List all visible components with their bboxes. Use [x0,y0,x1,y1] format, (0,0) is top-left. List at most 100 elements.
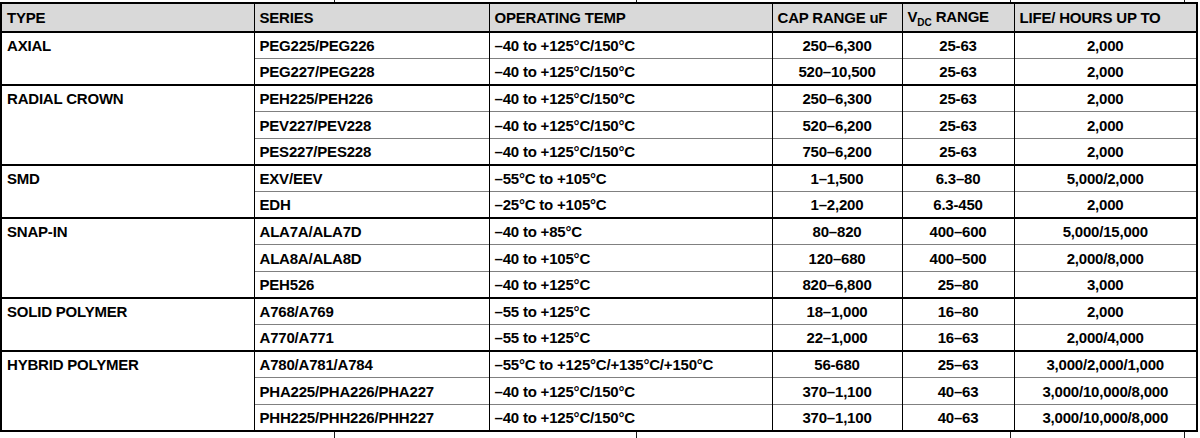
cell-life: 2,000 [1014,138,1197,165]
table-row: SNAP-IN ALA7A/ALA7D –40 to +85°C 80–820 … [1,218,1197,245]
cell-life: 3,000/2,000/1,000 [1014,351,1197,378]
capacitor-series-table: TYPE SERIES OPERATING TEMP CAP RANGE uF … [0,2,1198,432]
cell-vdc-range: 40–63 [902,404,1014,431]
cell-life: 2,000/8,000 [1014,245,1197,272]
cell-vdc-range: 25-63 [902,85,1014,112]
cell-operating-temp: –55°C to +105°C [489,165,772,192]
cell-vdc-range: 6.3–80 [902,165,1014,192]
table-row: SMD EXV/EEV –55°C to +105°C 1–1,500 6.3–… [1,165,1197,192]
cell-cap-range: 370–1,100 [772,378,902,405]
cell-life: 2,000 [1014,59,1197,86]
cell-series: PHA225/PHA226/PHA227 [254,378,489,405]
column-header-series: SERIES [254,3,489,32]
cell-vdc-range: 25-63 [902,112,1014,139]
cell-series: PEH526 [254,271,489,298]
cell-series: EDH [254,192,489,219]
cell-operating-temp: –40 to +125°C/150°C [489,32,772,59]
cell-series: PEG225/PEG226 [254,32,489,59]
cell-cap-range: 22–1,000 [772,325,902,352]
cell-vdc-range: 25–80 [902,271,1014,298]
cell-cap-range: 1–2,200 [772,192,902,219]
grid-tick [1010,432,1011,438]
cell-operating-temp: –40 to +125°C/150°C [489,112,772,139]
cell-life: 3,000 [1014,271,1197,298]
table-row: RADIAL CROWN PEH225/PEH226 –40 to +125°C… [1,85,1197,112]
cell-series: ALA8A/ALA8D [254,245,489,272]
cell-life: 2,000 [1014,298,1197,325]
cell-life: 2,000 [1014,112,1197,139]
cell-operating-temp: –55°C to +125°C/+135°C/+150°C [489,351,772,378]
cell-operating-temp: –55 to +125°C [489,298,772,325]
cell-operating-temp: –55 to +125°C [489,325,772,352]
column-header-vdc-range: VDC RANGE [902,3,1014,32]
cell-operating-temp: –40 to +125°C/150°C [489,378,772,405]
cell-series: PEV227/PEV228 [254,112,489,139]
cell-cap-range: 520–10,500 [772,59,902,86]
cell-cap-range: 820–6,800 [772,271,902,298]
cell-life: 3,000/10,000/8,000 [1014,378,1197,405]
cell-type: HYBRID POLYMER [1,351,254,431]
cell-vdc-range: 25–63 [902,351,1014,378]
cell-cap-range: 18–1,000 [772,298,902,325]
cell-cap-range: 520–6,200 [772,112,902,139]
cell-series: ALA7A/ALA7D [254,218,489,245]
cell-life: 2,000/4,000 [1014,325,1197,352]
cell-vdc-range: 40–63 [902,378,1014,405]
cell-type: SOLID POLYMER [1,298,254,351]
cell-operating-temp: –40 to +85°C [489,218,772,245]
grid-tick [636,432,637,438]
cell-cap-range: 250–6,300 [772,32,902,59]
cell-cap-range: 56-680 [772,351,902,378]
column-header-life: LIFE/ HOURS UP TO [1014,3,1197,32]
cell-series: PHH225/PHH226/PHH227 [254,404,489,431]
cell-cap-range: 250–6,300 [772,85,902,112]
cell-vdc-range: 400–600 [902,218,1014,245]
cell-type: RADIAL CROWN [1,85,254,165]
cell-operating-temp: –25°C to +105°C [489,192,772,219]
cell-operating-temp: –40 to +125°C [489,271,772,298]
cell-series: A770/A771 [254,325,489,352]
cell-vdc-range: 25-63 [902,59,1014,86]
cell-vdc-range: 25-63 [902,32,1014,59]
table-row: SOLID POLYMER A768/A769 –55 to +125°C 18… [1,298,1197,325]
cell-cap-range: 120–680 [772,245,902,272]
datasheet-table-page: TYPE SERIES OPERATING TEMP CAP RANGE uF … [0,0,1200,438]
cell-cap-range: 750–6,200 [772,138,902,165]
cell-operating-temp: –40 to +125°C/150°C [489,85,772,112]
cell-life: 2,000 [1014,32,1197,59]
table-row: AXIAL PEG225/PEG226 –40 to +125°C/150°C … [1,32,1197,59]
cell-cap-range: 1–1,500 [772,165,902,192]
table-row: HYBRID POLYMER A780/A781/A784 –55°C to +… [1,351,1197,378]
cell-cap-range: 370–1,100 [772,404,902,431]
header-row: TYPE SERIES OPERATING TEMP CAP RANGE uF … [1,3,1197,32]
column-header-operating-temp: OPERATING TEMP [489,3,772,32]
grid-tick [1184,432,1185,438]
cropped-row-edge-bottom [0,432,1200,438]
cell-life: 5,000/2,000 [1014,165,1197,192]
cell-operating-temp: –40 to +125°C/150°C [489,138,772,165]
cell-vdc-range: 400–500 [902,245,1014,272]
cell-vdc-range: 6.3-450 [902,192,1014,219]
cell-life: 5,000/15,000 [1014,218,1197,245]
cell-series: EXV/EEV [254,165,489,192]
column-header-cap-range: CAP RANGE uF [772,3,902,32]
cell-series: A768/A769 [254,298,489,325]
grid-tick [334,432,335,438]
cell-vdc-range: 16–80 [902,298,1014,325]
cell-series: PES227/PES228 [254,138,489,165]
cell-vdc-range: 16–63 [902,325,1014,352]
cell-series: PEH225/PEH226 [254,85,489,112]
column-header-type: TYPE [1,3,254,32]
cell-life: 2,000 [1014,85,1197,112]
cell-type: SMD [1,165,254,218]
cell-series: PEG227/PEG228 [254,59,489,86]
cell-operating-temp: –40 to +105°C [489,245,772,272]
cell-operating-temp: –40 to +125°C/150°C [489,404,772,431]
cell-life: 3,000/10,000/8,000 [1014,404,1197,431]
cell-series: A780/A781/A784 [254,351,489,378]
cell-vdc-range: 25-63 [902,138,1014,165]
cell-type: SNAP-IN [1,218,254,298]
cell-life: 2,000 [1014,192,1197,219]
cell-operating-temp: –40 to +125°C/150°C [489,59,772,86]
cell-type: AXIAL [1,32,254,85]
